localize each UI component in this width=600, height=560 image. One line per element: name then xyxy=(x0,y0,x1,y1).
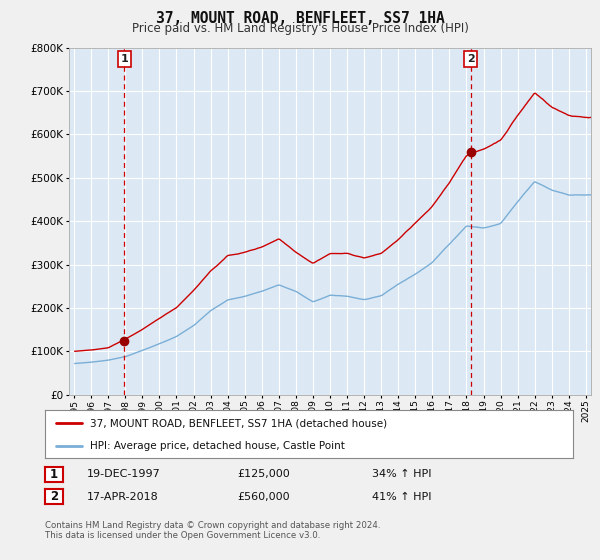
Text: 37, MOUNT ROAD, BENFLEET, SS7 1HA: 37, MOUNT ROAD, BENFLEET, SS7 1HA xyxy=(155,11,445,26)
Text: 1: 1 xyxy=(50,468,58,481)
Text: 34% ↑ HPI: 34% ↑ HPI xyxy=(372,469,431,479)
Text: 17-APR-2018: 17-APR-2018 xyxy=(87,492,159,502)
Text: 2: 2 xyxy=(50,490,58,503)
Text: £125,000: £125,000 xyxy=(237,469,290,479)
Text: HPI: Average price, detached house, Castle Point: HPI: Average price, detached house, Cast… xyxy=(90,441,345,451)
Text: 19-DEC-1997: 19-DEC-1997 xyxy=(87,469,161,479)
Text: 1: 1 xyxy=(121,54,128,64)
Text: Price paid vs. HM Land Registry's House Price Index (HPI): Price paid vs. HM Land Registry's House … xyxy=(131,22,469,35)
Text: Contains HM Land Registry data © Crown copyright and database right 2024.
This d: Contains HM Land Registry data © Crown c… xyxy=(45,521,380,540)
Text: 41% ↑ HPI: 41% ↑ HPI xyxy=(372,492,431,502)
Text: 37, MOUNT ROAD, BENFLEET, SS7 1HA (detached house): 37, MOUNT ROAD, BENFLEET, SS7 1HA (detac… xyxy=(90,418,387,428)
Text: £560,000: £560,000 xyxy=(237,492,290,502)
Text: 2: 2 xyxy=(467,54,475,64)
